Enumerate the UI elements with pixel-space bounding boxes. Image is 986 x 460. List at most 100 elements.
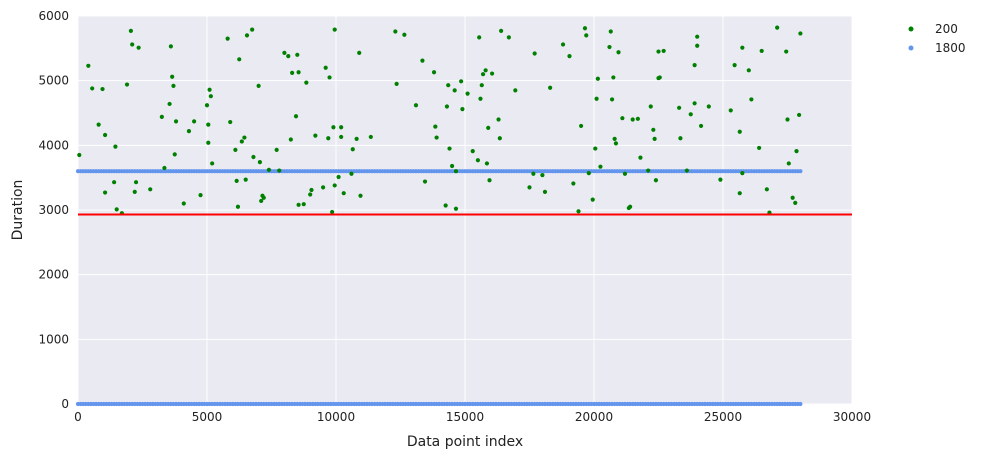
- series-200-point: [692, 101, 697, 106]
- series-200-point: [785, 117, 790, 122]
- legend-marker: [908, 26, 914, 32]
- series-200-point: [584, 33, 589, 38]
- series-200-point: [728, 108, 733, 113]
- series-200-point: [90, 86, 95, 91]
- series-200-point: [653, 178, 659, 183]
- series-200-point: [775, 25, 780, 30]
- legend-marker: [908, 45, 914, 51]
- series-200-point: [420, 58, 425, 63]
- series-200-point: [309, 187, 314, 193]
- series-200-point: [480, 72, 486, 77]
- series-200-point: [489, 71, 495, 76]
- series-200-point: [477, 35, 482, 40]
- series-200-point: [695, 34, 700, 39]
- series-200-point: [576, 209, 581, 214]
- series-200-point: [611, 75, 616, 80]
- series-200-point: [133, 180, 139, 185]
- series-200-point: [251, 154, 256, 160]
- series-200-point: [798, 31, 803, 36]
- series-200-point: [332, 183, 337, 188]
- series-200-point: [132, 189, 137, 194]
- y-tick-label: 6000: [38, 9, 69, 23]
- series-200-point: [453, 169, 459, 174]
- series-200-point: [740, 45, 745, 50]
- series-200-point: [192, 119, 197, 124]
- series-200-point: [465, 91, 470, 96]
- series-200-point: [542, 189, 548, 194]
- legend-label: 200: [935, 22, 958, 36]
- series-200-point: [638, 155, 643, 160]
- series-200-point: [296, 70, 301, 75]
- series-1800-band: [75, 169, 803, 174]
- series-200-point: [235, 204, 241, 209]
- series-200-point: [579, 123, 584, 129]
- series-200-point: [684, 168, 689, 173]
- series-200-point: [288, 137, 293, 142]
- series-200-point: [434, 135, 439, 140]
- series-200-point: [613, 141, 619, 146]
- series-200-point: [259, 198, 264, 204]
- series-200-point: [206, 122, 211, 127]
- series-200-point: [100, 86, 105, 92]
- series-200-point: [635, 116, 640, 121]
- series-1800-band: [75, 401, 803, 407]
- series-200-point: [162, 165, 167, 171]
- series-200-point: [239, 139, 244, 144]
- series-200-point: [459, 79, 464, 84]
- series-200-point: [737, 191, 742, 196]
- series-200-point: [567, 53, 572, 59]
- series-200-point: [692, 63, 697, 68]
- series-200-point: [290, 70, 295, 76]
- series-200-point: [607, 44, 612, 50]
- series-200-point: [339, 134, 344, 140]
- series-200-point: [609, 97, 615, 102]
- series-200-point: [114, 207, 119, 212]
- x-tick-label: 15000: [446, 410, 484, 424]
- series-200-point: [453, 206, 459, 211]
- series-200-point: [706, 104, 711, 109]
- series-200-point: [594, 96, 599, 101]
- series-200-point: [616, 50, 621, 55]
- series-200-point: [608, 29, 613, 34]
- x-axis-label: Data point index: [407, 434, 523, 450]
- series-200-point: [790, 195, 795, 200]
- series-200-point: [484, 161, 490, 166]
- series-200-point: [487, 178, 492, 183]
- series-200-point: [295, 52, 300, 57]
- series-200-point: [677, 105, 682, 110]
- series-200-point: [496, 117, 501, 122]
- series-200-point: [443, 203, 448, 208]
- series-200-point: [354, 136, 359, 141]
- x-tick-label: 0: [74, 410, 82, 424]
- series-200-point: [296, 202, 301, 207]
- series-200-point: [260, 193, 265, 198]
- series-200-point: [282, 50, 287, 55]
- y-tick-label: 3000: [38, 203, 69, 217]
- series-200-point: [357, 50, 362, 55]
- y-tick-label: 4000: [38, 138, 69, 152]
- y-tick-label: 1000: [38, 332, 69, 346]
- series-200-point: [595, 76, 600, 81]
- y-tick-label: 0: [61, 397, 69, 411]
- series-200-point: [233, 147, 238, 152]
- series-200-point: [172, 152, 177, 157]
- series-200-point: [321, 185, 326, 190]
- series-1800-point: [798, 401, 803, 407]
- series-200-point: [433, 124, 438, 129]
- legend: 200 1800: [908, 22, 966, 55]
- series-200-point: [746, 68, 751, 73]
- series-200-point: [478, 96, 483, 101]
- series-200-point: [349, 171, 354, 176]
- series-200-point: [422, 179, 428, 184]
- series-200-point: [527, 185, 532, 190]
- series-200-point: [208, 94, 213, 99]
- series-200-point: [159, 114, 164, 119]
- series-200-point: [207, 87, 212, 92]
- series-200-point: [444, 104, 450, 109]
- series-200-point: [656, 49, 661, 54]
- series-200-point: [257, 160, 262, 165]
- series-200-point: [630, 117, 635, 122]
- series-200-point: [447, 146, 452, 151]
- series-200-point: [327, 75, 332, 80]
